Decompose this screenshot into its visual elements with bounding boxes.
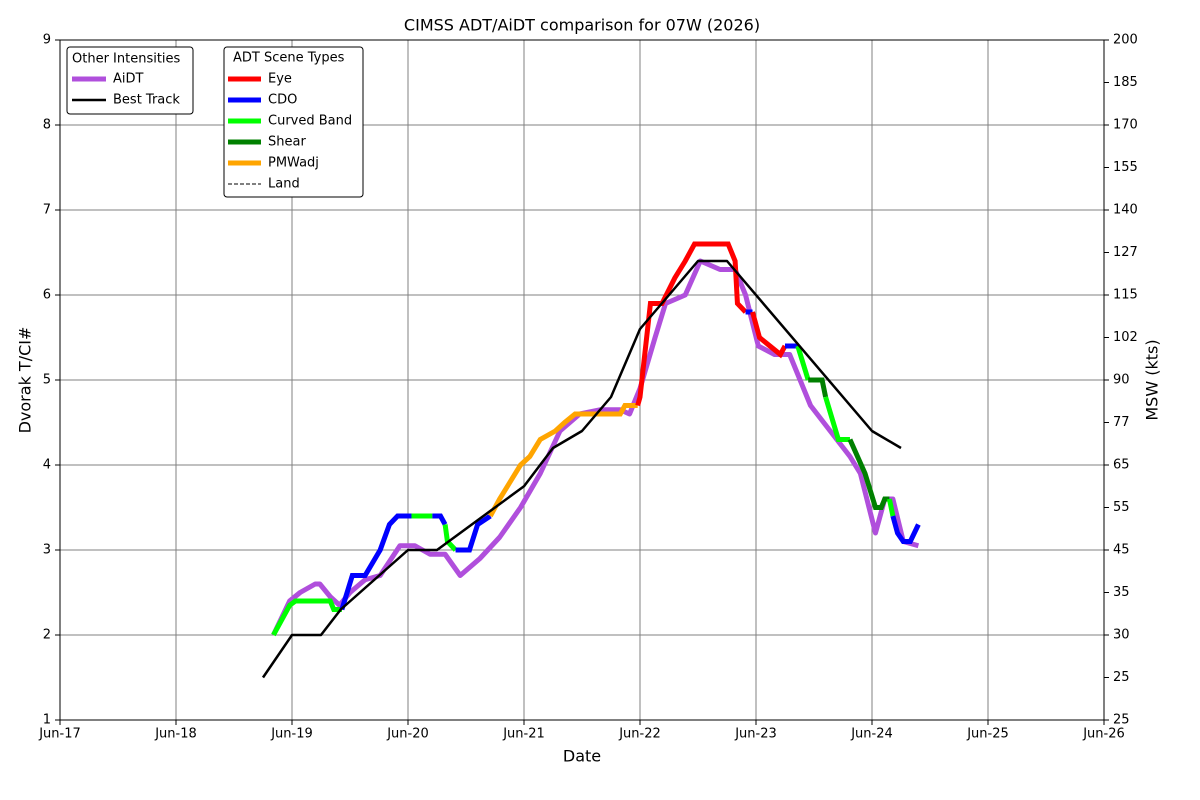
legend-box: [66, 46, 194, 115]
adt-segment: [488, 403, 638, 518]
y2-axis-label: MSW (kts): [1143, 339, 1162, 420]
y2-tick-label: 115: [1113, 288, 1138, 303]
best-track-line: [261, 259, 902, 679]
y2-tick-label: 90: [1113, 373, 1130, 388]
legend-box: [223, 46, 364, 198]
adt-segment: [750, 311, 788, 359]
adt-segment: [271, 598, 342, 637]
adt-segment: [823, 396, 850, 442]
y2-tick-label: 127: [1113, 245, 1138, 260]
legend-label: CDO: [268, 93, 297, 108]
y2-tick-label: 77: [1113, 415, 1130, 430]
legend-label: PMWadj: [268, 156, 319, 171]
legend-title: ADT Scene Types: [233, 51, 345, 66]
x-tick-label: Jun-24: [850, 727, 893, 742]
x-tick-label: Jun-17: [38, 727, 81, 742]
y2-tick-label: 30: [1113, 628, 1130, 643]
y-tick-label: 7: [43, 203, 51, 218]
adt-segment: [886, 498, 896, 517]
y2-tick-label: 170: [1113, 118, 1138, 133]
y2-tick-label: 200: [1113, 33, 1138, 48]
chart-title: CIMSS ADT/AiDT comparison for 07W (2026): [404, 16, 760, 35]
x-tick-label: Jun-21: [502, 727, 545, 742]
y2-tick-label: 155: [1113, 160, 1138, 175]
x-tick-label: Jun-20: [386, 727, 429, 742]
y-tick-label: 6: [43, 288, 51, 303]
x-tick-label: Jun-22: [618, 727, 661, 742]
x-tick-label: Jun-23: [734, 727, 777, 742]
y-tick-label: 4: [43, 458, 51, 473]
adt-segment: [455, 513, 492, 553]
adt-segment: [339, 513, 412, 611]
y2-tick-label: 25: [1113, 670, 1130, 685]
legend-title: Other Intensities: [72, 52, 181, 67]
x-tick-label: Jun-26: [1082, 727, 1125, 742]
legend-label: Land: [268, 177, 300, 192]
y-tick-label: 3: [43, 543, 51, 558]
x-tick-label: Jun-18: [154, 727, 197, 742]
y-tick-label: 8: [43, 118, 51, 133]
y2-tick-label: 35: [1113, 585, 1130, 600]
y2-tick-label: 140: [1113, 203, 1138, 218]
y2-tick-label: 55: [1113, 500, 1130, 515]
adt-segment: [808, 377, 829, 398]
adt-segment: [890, 515, 921, 544]
marks: [261, 241, 921, 679]
adt-segment: [635, 241, 748, 407]
legend: Other Intensities AiDT Best Track: [66, 46, 194, 115]
legend-label: Shear: [268, 135, 306, 150]
y2-tick-label: 102: [1113, 330, 1138, 345]
y-tick-label: 5: [43, 373, 51, 388]
legend-label: AiDT: [113, 72, 144, 87]
legend-label: Curved Band: [268, 114, 352, 129]
adt-segment: [432, 513, 448, 526]
x-axis-label: Date: [563, 747, 601, 766]
x-tick-label: Jun-25: [966, 727, 1009, 742]
y-axis-label: Dvorak T/CI#: [16, 327, 35, 434]
y2-tick-label: 25: [1113, 713, 1130, 728]
y2-tick-label: 185: [1113, 75, 1138, 90]
adt-segment: [847, 438, 890, 510]
y-tick-label: 9: [43, 33, 51, 48]
y2-tick-label: 45: [1113, 543, 1130, 558]
x-tick-label: Jun-19: [270, 727, 313, 742]
y-tick-label: 1: [43, 713, 51, 728]
adt-segment: [795, 345, 811, 381]
legend-label: Best Track: [113, 93, 180, 108]
legend: ADT Scene Types Eye CDO Curved Band Shear PM…: [223, 46, 364, 198]
y2-tick-label: 65: [1113, 458, 1130, 473]
y-tick-label: 2: [43, 628, 51, 643]
legend-label: Eye: [268, 72, 292, 87]
